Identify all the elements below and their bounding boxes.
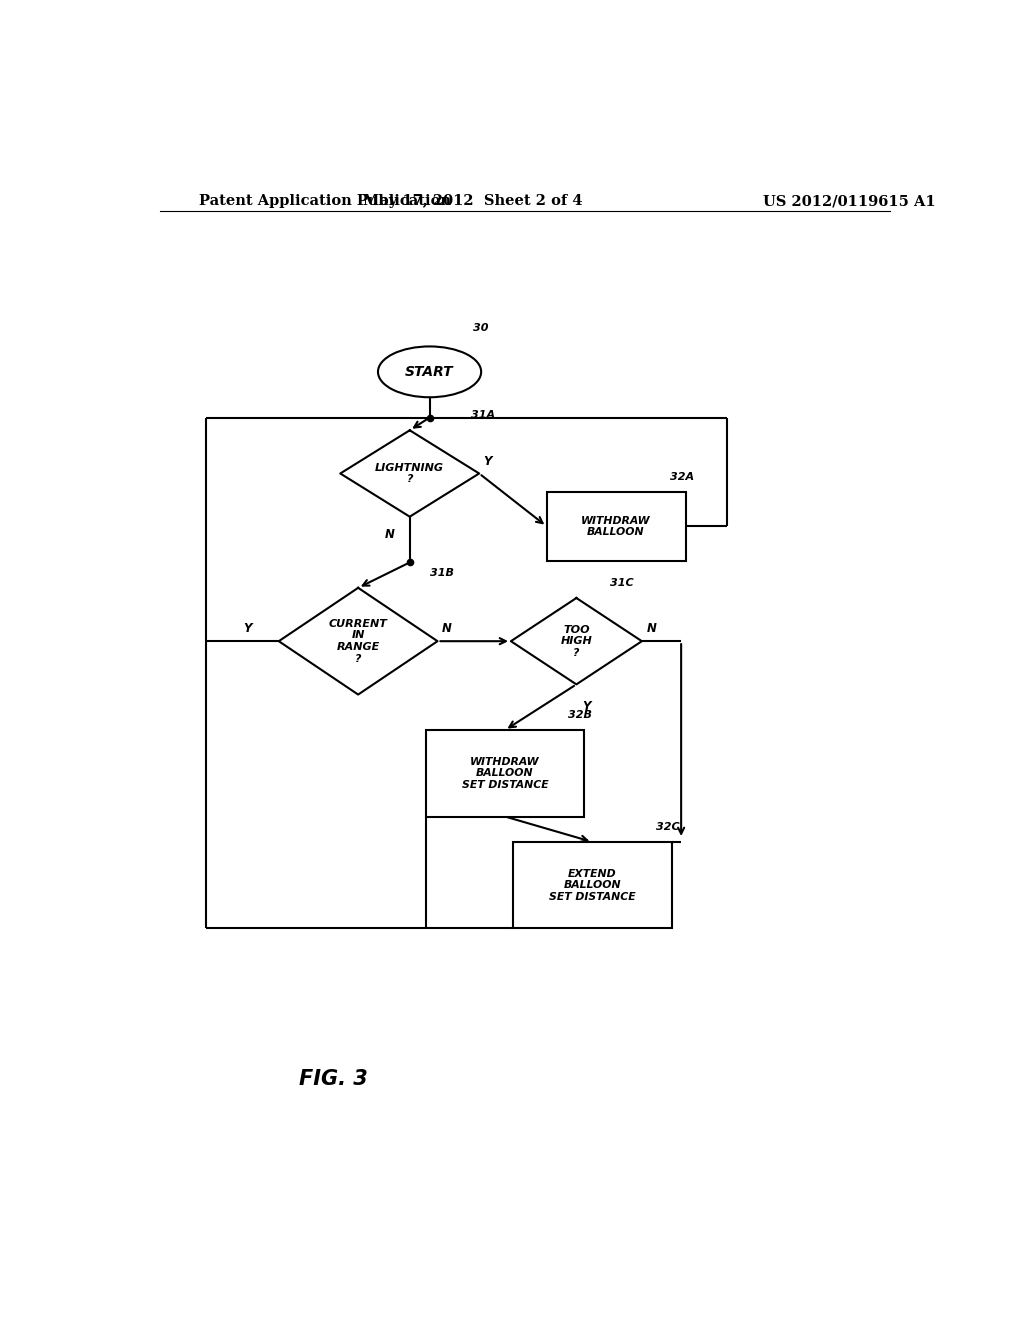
Text: 32C: 32C bbox=[655, 821, 679, 832]
Text: N: N bbox=[384, 528, 394, 541]
Text: 31B: 31B bbox=[430, 568, 454, 578]
Text: May 17, 2012  Sheet 2 of 4: May 17, 2012 Sheet 2 of 4 bbox=[364, 194, 583, 209]
Text: 31C: 31C bbox=[610, 578, 634, 587]
Text: EXTEND
BALLOON
SET DISTANCE: EXTEND BALLOON SET DISTANCE bbox=[549, 869, 636, 902]
Text: N: N bbox=[441, 623, 452, 635]
Text: Patent Application Publication: Patent Application Publication bbox=[200, 194, 452, 209]
Text: CURRENT
IN
RANGE
?: CURRENT IN RANGE ? bbox=[329, 619, 387, 664]
Bar bbox=[426, 730, 585, 817]
Text: FIG. 3: FIG. 3 bbox=[299, 1069, 368, 1089]
Text: 31A: 31A bbox=[471, 411, 496, 420]
Text: TOO
HIGH
?: TOO HIGH ? bbox=[560, 624, 592, 657]
Bar bbox=[547, 492, 685, 561]
Text: 30: 30 bbox=[473, 323, 488, 333]
Text: Y: Y bbox=[243, 623, 252, 635]
Text: 32A: 32A bbox=[670, 471, 693, 482]
Text: 32B: 32B bbox=[568, 710, 593, 719]
Text: START: START bbox=[406, 364, 454, 379]
Text: N: N bbox=[646, 623, 656, 635]
Text: LIGHTNING
?: LIGHTNING ? bbox=[375, 463, 444, 484]
Bar bbox=[513, 842, 672, 928]
Text: Y: Y bbox=[483, 455, 492, 467]
Text: US 2012/0119615 A1: US 2012/0119615 A1 bbox=[763, 194, 936, 209]
Text: Y: Y bbox=[583, 700, 591, 713]
Text: WITHDRAW
BALLOON
SET DISTANCE: WITHDRAW BALLOON SET DISTANCE bbox=[462, 756, 548, 789]
Text: WITHDRAW
BALLOON: WITHDRAW BALLOON bbox=[582, 516, 651, 537]
